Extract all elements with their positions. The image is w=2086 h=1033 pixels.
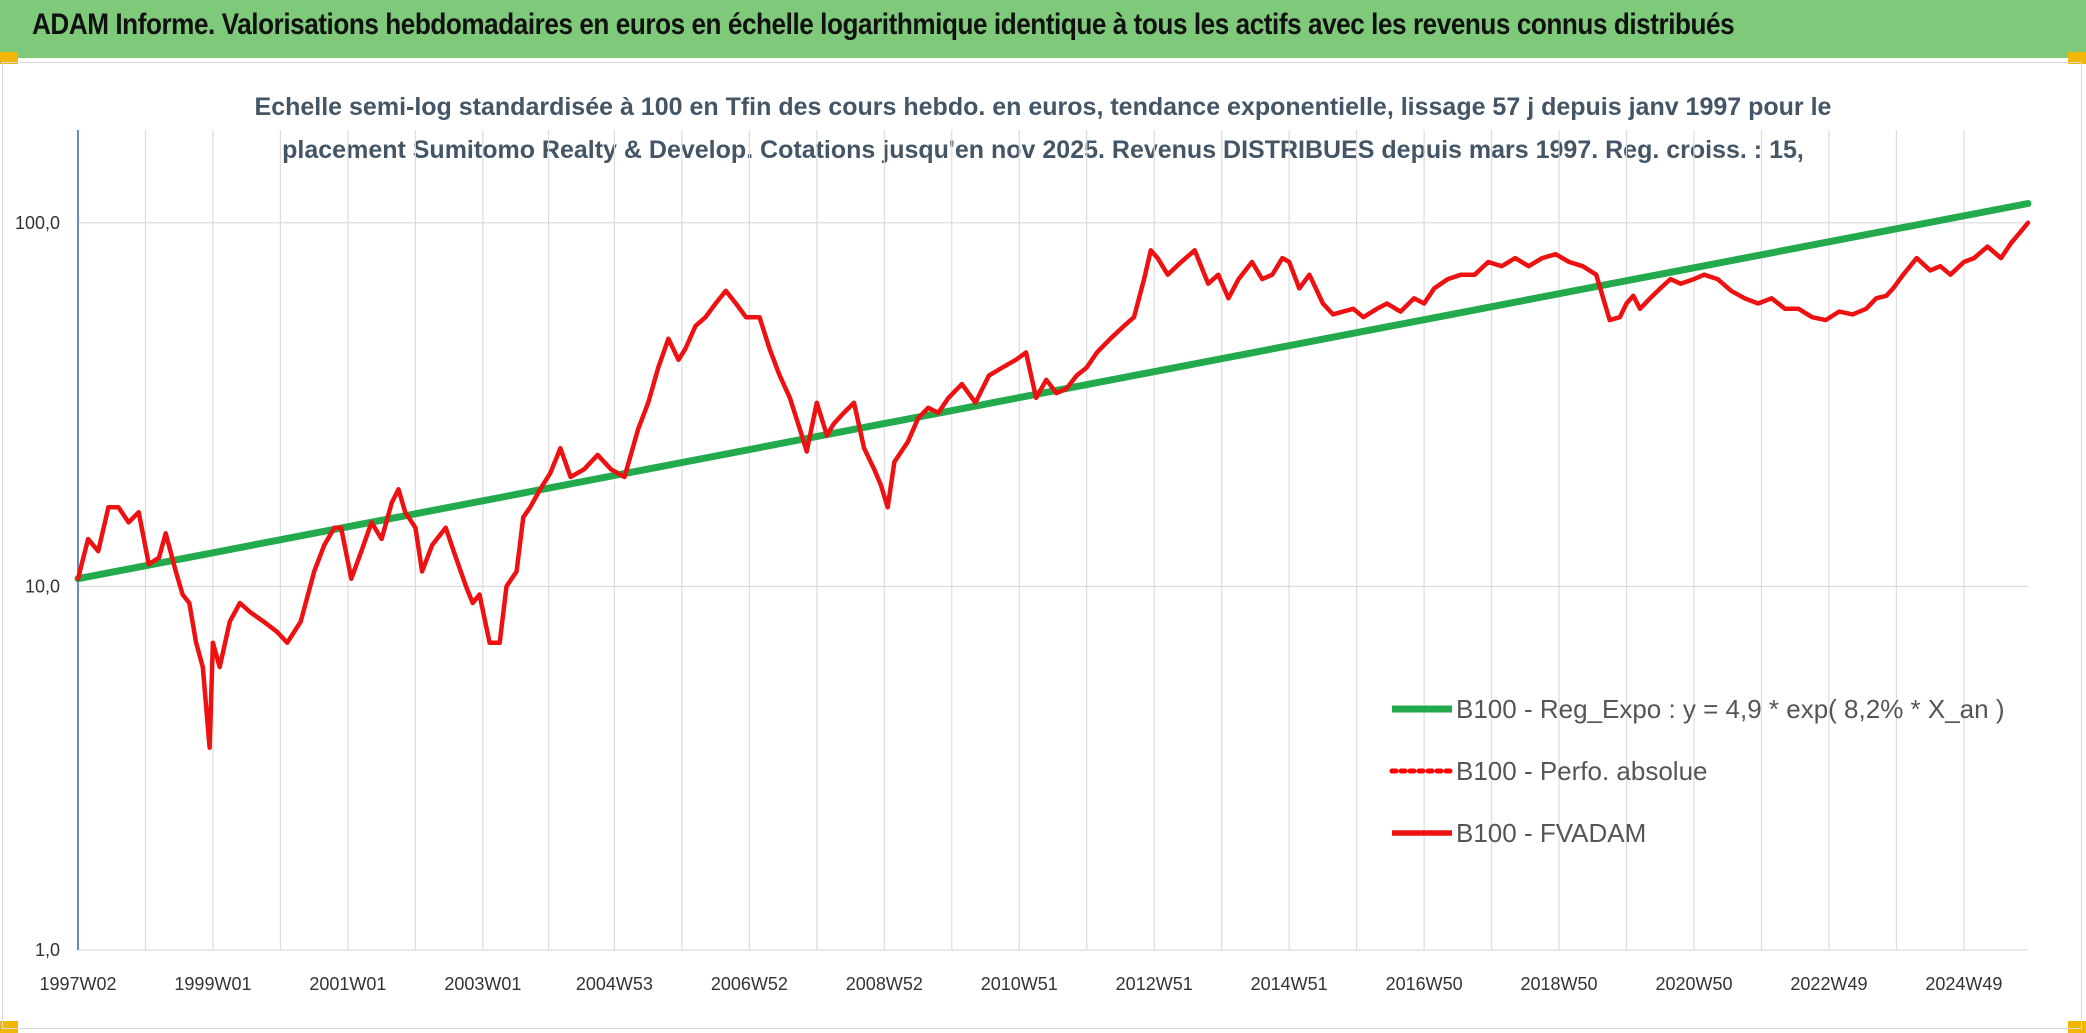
y-tick-label: 1,0	[35, 940, 60, 960]
legend: B100 - Reg_Expo : y = 4,9 * exp( 8,2% * …	[1389, 694, 2005, 848]
corner-marker-left	[0, 52, 18, 64]
x-tick-label: 2012W51	[1116, 974, 1193, 994]
page-title: ADAM Informe. Valorisations hebdomadaire…	[32, 8, 1735, 41]
legend-label: B100 - Perfo. absolue	[1456, 756, 1708, 786]
x-tick-label: 2014W51	[1251, 974, 1328, 994]
corner-marker-bottom-left	[0, 1021, 18, 1033]
x-tick-label: 2022W49	[1790, 974, 1867, 994]
x-tick-label: 2001W01	[309, 974, 386, 994]
legend-label: B100 - Reg_Expo : y = 4,9 * exp( 8,2% * …	[1456, 694, 2005, 724]
grid	[78, 130, 2028, 951]
x-tick-label: 2004W53	[576, 974, 653, 994]
x-tick-label: 2008W52	[846, 974, 923, 994]
x-tick-label: 1999W01	[174, 974, 251, 994]
chart-subtitle-line-1: Echelle semi-log standardisée à 100 en T…	[255, 93, 1832, 121]
chart-frame	[2, 62, 2082, 1029]
chart-subtitle-line-2: placement Sumitomo Realty & Develop. Cot…	[282, 136, 1804, 164]
y-tick-label: 10,0	[25, 576, 60, 596]
x-tick-label: 2003W01	[444, 974, 521, 994]
series-layer	[74, 200, 2032, 750]
x-tick-label: 2020W50	[1655, 974, 1732, 994]
x-tick-label: 2024W49	[1925, 974, 2002, 994]
axes: 1,0 10,0 100,0 1997W02 1999W01 2001W01 2003W01…	[15, 130, 2002, 994]
header-banner: ADAM Informe. Valorisations hebdomadaire…	[0, 0, 2086, 58]
x-tick-label: 1997W02	[39, 974, 116, 994]
x-tick-label: 2018W50	[1521, 974, 1598, 994]
fvadam-series-line	[75, 220, 2031, 750]
x-tick-label: 2006W52	[711, 974, 788, 994]
y-tick-label: 100,0	[15, 213, 60, 233]
corner-marker-right	[2068, 52, 2086, 64]
x-tick-label: 2010W51	[981, 974, 1058, 994]
legend-label: B100 - FVADAM	[1456, 818, 1646, 848]
x-tick-label: 2016W50	[1386, 974, 1463, 994]
